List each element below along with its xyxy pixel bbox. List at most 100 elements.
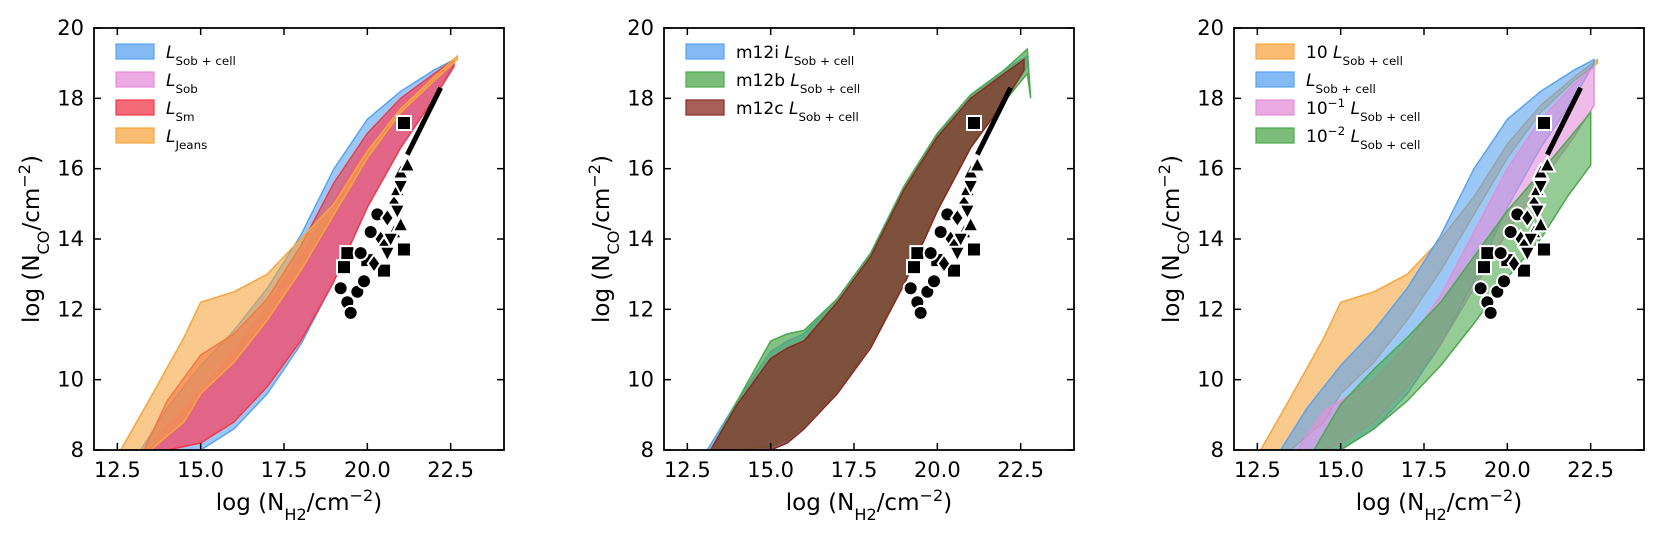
x-axis-label: log (NH2/cm−2) [1356,486,1522,524]
legend-label: LSm [166,99,195,124]
observation-point [902,280,919,297]
observation-point [949,207,965,229]
observation-point [1479,245,1496,262]
series-band-3 [709,58,1025,450]
chart-panel-2: 12.5 15.0 17.5 20.0 22.5 8 10 12 14 16 18 20 log (NH… [585,16,1075,524]
y-tick-label: 14 [627,227,654,251]
x-tick-label: 15.0 [747,458,794,482]
x-tick-label: 20.0 [344,458,391,482]
y-tick-label: 20 [57,16,84,40]
observation-point [366,252,382,275]
observation-point [961,178,981,197]
y-tick-label: 8 [641,438,654,462]
x-tick-label: 20.0 [914,458,961,482]
legend-label: LSob [166,71,198,96]
legend: m12i LSob + cell m12b LSob + cell m12c LSo… [685,43,860,124]
observation-point [1502,223,1519,240]
observation-point [381,231,401,250]
chart-panel-3: 12.5 15.0 17.5 20.0 22.5 8 10 12 14 16 18 20 log (NH… [1155,16,1645,524]
y-tick-label: 14 [1197,227,1224,251]
legend-swatch [1255,99,1295,116]
series-band-4 [1313,110,1592,450]
observation-point [1472,280,1489,297]
legend-label: 10−1 LSob + cell [1306,96,1420,124]
observation-point [936,252,952,275]
observation-point [379,207,395,229]
y-tick-label: 14 [57,227,84,251]
chart-panel-1: 12.5 15.0 17.5 20.0 22.5 8 10 12 14 16 18 20 log (NH… [15,16,505,524]
observation-point [947,245,967,264]
observation-point [396,114,412,131]
legend-swatch [685,43,725,60]
observation-point [339,245,356,262]
observation-point [1506,252,1522,275]
legend-label: LSob + cell [1306,71,1376,96]
y-tick-label: 8 [71,438,84,462]
observation-line [975,86,1013,156]
observation-point [926,273,942,290]
y-tick-label: 12 [57,297,84,321]
y-tick-label: 12 [1197,297,1224,321]
observation-point [356,273,372,290]
observation-point [342,304,359,321]
observation-point [946,262,962,279]
y-tick-label: 10 [57,368,84,392]
plot-area [119,54,459,450]
y-tick-label: 20 [1197,16,1224,40]
y-tick-label: 12 [627,297,654,321]
y-tick-label: 8 [1211,438,1224,462]
y-axis-label: log (NCO/cm−2) [15,155,53,323]
x-tick-label: 17.5 [831,458,878,482]
observation-point [961,214,981,233]
x-tick-label: 22.5 [1567,458,1614,482]
observation-point [1519,207,1535,229]
observation-point [387,203,407,222]
observation-point [336,259,352,276]
plot-area [706,47,1032,450]
x-axis-label: log (NH2/cm−2) [786,486,952,524]
series-band-4 [119,54,459,450]
observation-point [352,245,369,262]
legend-swatch [115,71,155,88]
x-tick-label: 22.5 [997,458,1044,482]
observation-point [932,223,949,240]
x-tick-label: 20.0 [1484,458,1531,482]
observation-point [1517,245,1537,264]
observation-point [951,231,971,250]
observation-point [332,280,349,297]
legend-swatch [115,43,155,60]
legend-swatch [115,127,155,144]
y-axis-label: log (NCO/cm−2) [1155,155,1193,323]
y-tick-label: 20 [627,16,654,40]
observation-point [922,245,939,262]
y-tick-label: 16 [1197,157,1224,181]
x-tick-label: 12.5 [94,458,141,482]
plot-area [1259,58,1599,450]
x-tick-label: 12.5 [664,458,711,482]
observation-point [396,241,412,258]
y-tick-label: 18 [1197,86,1224,110]
y-tick-label: 18 [627,86,654,110]
observation-point [397,154,417,173]
observation-point [362,223,379,240]
legend-swatch [685,99,725,116]
y-axis-label: log (NCO/cm−2) [585,155,623,323]
legend-label: m12c LSob + cell [736,99,859,124]
x-tick-label: 17.5 [261,458,308,482]
observation-point [966,114,982,131]
observation-point [909,245,926,262]
observation-point [1482,304,1499,321]
observation-point [377,245,397,264]
observation-point [1496,273,1512,290]
observation-line [1545,86,1583,156]
observation-point [906,259,922,276]
y-tick-label: 16 [57,157,84,181]
observation-line [405,86,443,156]
legend-swatch [1255,127,1295,144]
legend-label: LJeans [166,127,207,152]
x-tick-label: 17.5 [1401,458,1448,482]
legend-label: m12b LSob + cell [736,71,860,96]
observation-point [1476,259,1492,276]
observation-point [1536,114,1552,131]
